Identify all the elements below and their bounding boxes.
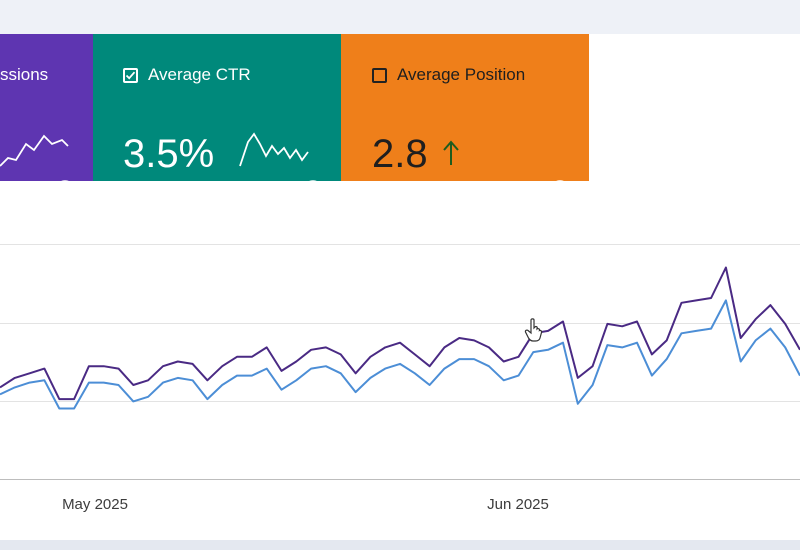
help-icon[interactable]: ?: [57, 180, 73, 181]
footer-strip: [0, 540, 800, 550]
metric-label: Average Position: [397, 65, 526, 84]
metric-card-ctr[interactable]: Average CTR 3.5% ?: [93, 34, 341, 181]
x-tick-label: Jun 2025: [487, 496, 549, 513]
x-tick-label: May 2025: [62, 496, 128, 513]
help-icon[interactable]: ?: [552, 180, 568, 181]
grid-line: [0, 401, 800, 402]
metric-label: Average CTR: [148, 65, 251, 84]
sparkline-icon: [0, 134, 69, 167]
sparkline-icon: [239, 132, 309, 167]
metric-header: Average CTR: [123, 65, 251, 85]
x-axis-line: [0, 479, 800, 480]
grid-line: [0, 323, 800, 324]
help-icon[interactable]: ?: [305, 180, 321, 181]
checkbox-unchecked-icon[interactable]: [372, 67, 387, 83]
metric-value: 3.5%: [123, 132, 215, 176]
metric-value: 2.8: [372, 132, 428, 176]
grid-line: [0, 244, 800, 245]
metric-header: Average Position: [372, 65, 525, 85]
metric-card-impressions[interactable]: ssions ?: [0, 34, 93, 181]
metric-label: ssions: [0, 65, 49, 84]
checkbox-checked-icon[interactable]: [123, 67, 138, 83]
hand-cursor-icon: [524, 318, 543, 342]
up-arrow-icon: [443, 140, 459, 165]
metric-card-position[interactable]: Average Position 2.8 ?: [341, 34, 589, 181]
